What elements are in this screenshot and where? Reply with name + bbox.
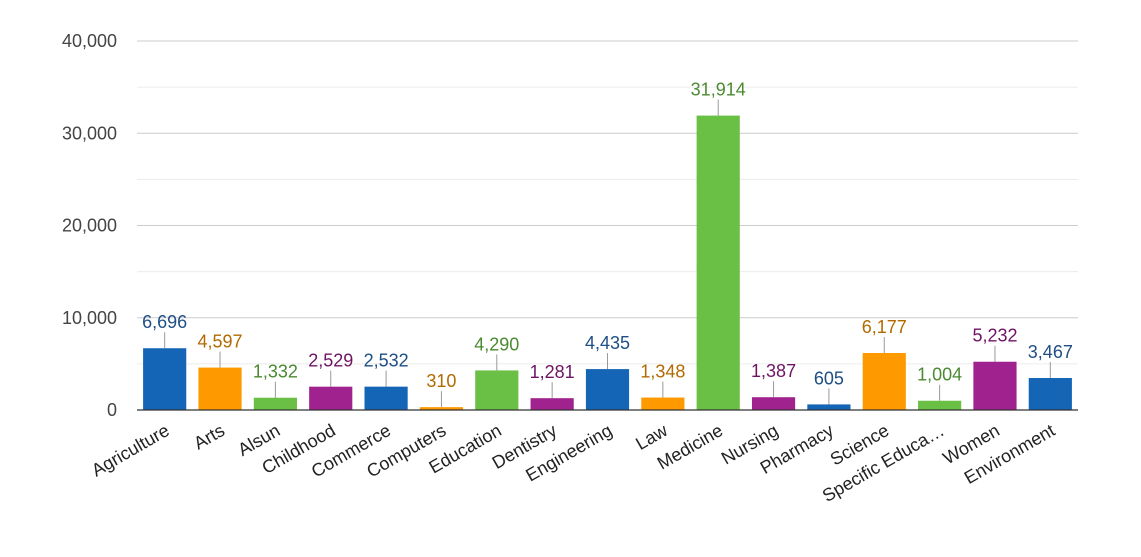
y-tick-label: 0 xyxy=(107,400,117,420)
bar xyxy=(253,397,297,410)
x-tick-label: Agriculture xyxy=(88,420,173,480)
y-tick-label: 30,000 xyxy=(62,123,117,143)
bar xyxy=(973,361,1017,410)
data-label: 4,597 xyxy=(198,332,243,352)
data-label: 4,290 xyxy=(474,334,519,354)
data-label: 310 xyxy=(426,371,456,391)
data-label: 1,387 xyxy=(751,361,796,381)
data-label: 1,348 xyxy=(640,362,685,382)
y-tick-label: 40,000 xyxy=(62,31,117,51)
x-tick-label: Arts xyxy=(190,420,228,453)
data-label: 1,332 xyxy=(253,362,298,382)
data-label: 6,177 xyxy=(862,317,907,337)
y-tick-label: 20,000 xyxy=(62,216,117,236)
data-labels: 6,696 4,597 1,332 2,529 2,532 310 4,290 1,281 4,… xyxy=(142,80,1073,408)
data-label: 2,532 xyxy=(364,351,409,371)
bar xyxy=(862,353,906,410)
y-axis: 0 10,000 20,000 30,000 40,000 xyxy=(62,31,117,420)
bar xyxy=(530,398,574,410)
x-axis: Agriculture Arts AlsunChildhoodCommerceCom… xyxy=(88,409,1078,506)
bar xyxy=(807,404,851,410)
bar xyxy=(419,407,464,410)
bar xyxy=(1028,378,1072,410)
data-label: 605 xyxy=(814,368,844,388)
bar xyxy=(309,386,353,410)
bar xyxy=(751,397,796,410)
data-label: 1,004 xyxy=(917,365,962,385)
bar xyxy=(918,400,962,410)
bar xyxy=(143,348,187,410)
data-label: 1,281 xyxy=(530,362,575,382)
bar xyxy=(198,367,242,410)
bars xyxy=(143,115,1072,410)
bar xyxy=(585,369,630,410)
y-tick-label: 10,000 xyxy=(62,308,117,328)
data-label: 5,232 xyxy=(972,326,1017,346)
bar xyxy=(475,370,519,410)
bar xyxy=(364,386,408,410)
gridlines xyxy=(137,40,1078,365)
data-label: 4,435 xyxy=(585,333,630,353)
data-label: 31,914 xyxy=(691,80,746,100)
data-label: 2,529 xyxy=(308,351,353,371)
bar xyxy=(696,115,740,410)
data-label: 3,467 xyxy=(1028,342,1073,362)
bar xyxy=(641,397,685,410)
data-label: 6,696 xyxy=(142,312,187,332)
